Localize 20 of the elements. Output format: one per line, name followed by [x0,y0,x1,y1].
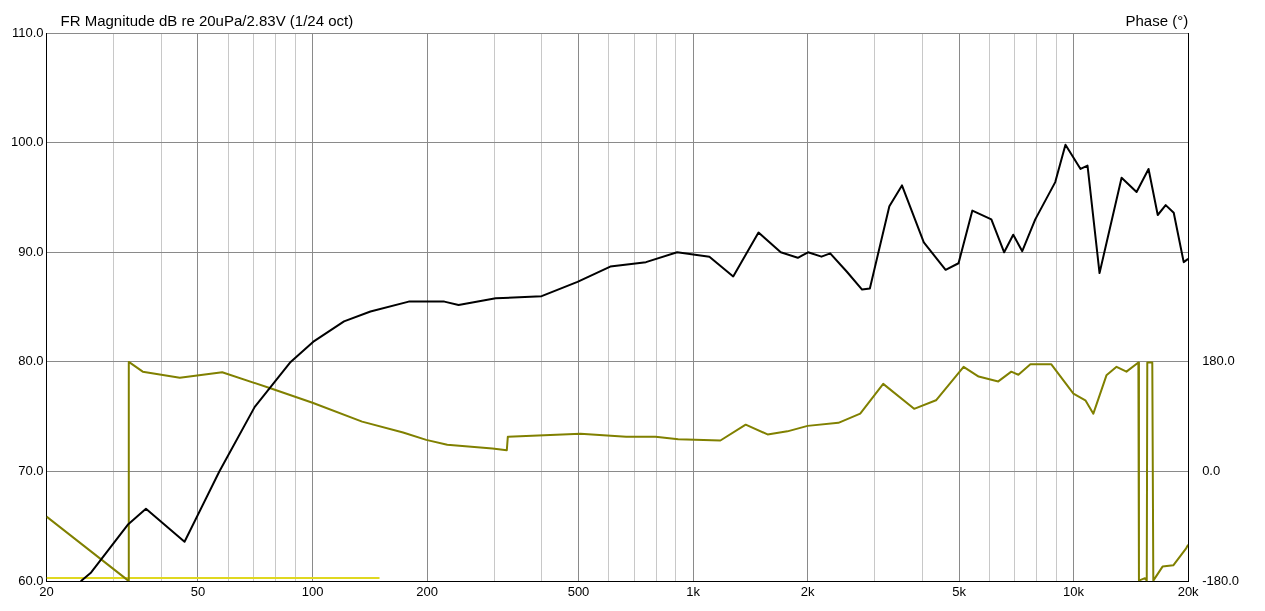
x-tick-label: 1k [686,583,701,599]
y-tick-label: 60.0 [18,572,44,588]
x-tick-label: 100 [301,583,324,599]
y-tick-label: 110.0 [11,24,44,40]
y2-tick-label: -180.0 [1202,572,1240,588]
y-tick-label: 80.0 [18,353,44,369]
x-tick-label: 50 [190,583,206,599]
x-tick-label: 10k [1063,583,1085,599]
x-tick-label: 2k [800,583,815,599]
y-tick-label: 90.0 [18,243,44,259]
x-tick-label: 500 [567,583,590,599]
y-axis-title: FR Magnitude dB re 20uPa/2.83V (1/24 oct) [60,11,354,29]
y-tick-label: 100.0 [10,134,44,150]
y-tick-label: 70.0 [18,463,44,479]
x-tick-label: 20k [1177,583,1200,599]
y2-axis-title: Phase (°) [1125,11,1189,29]
x-tick-label: 200 [416,583,438,599]
y2-tick-label: 180.0 [1202,353,1235,369]
x-tick-label: 5k [952,583,967,599]
y2-tick-label: 0.0 [1202,463,1221,479]
